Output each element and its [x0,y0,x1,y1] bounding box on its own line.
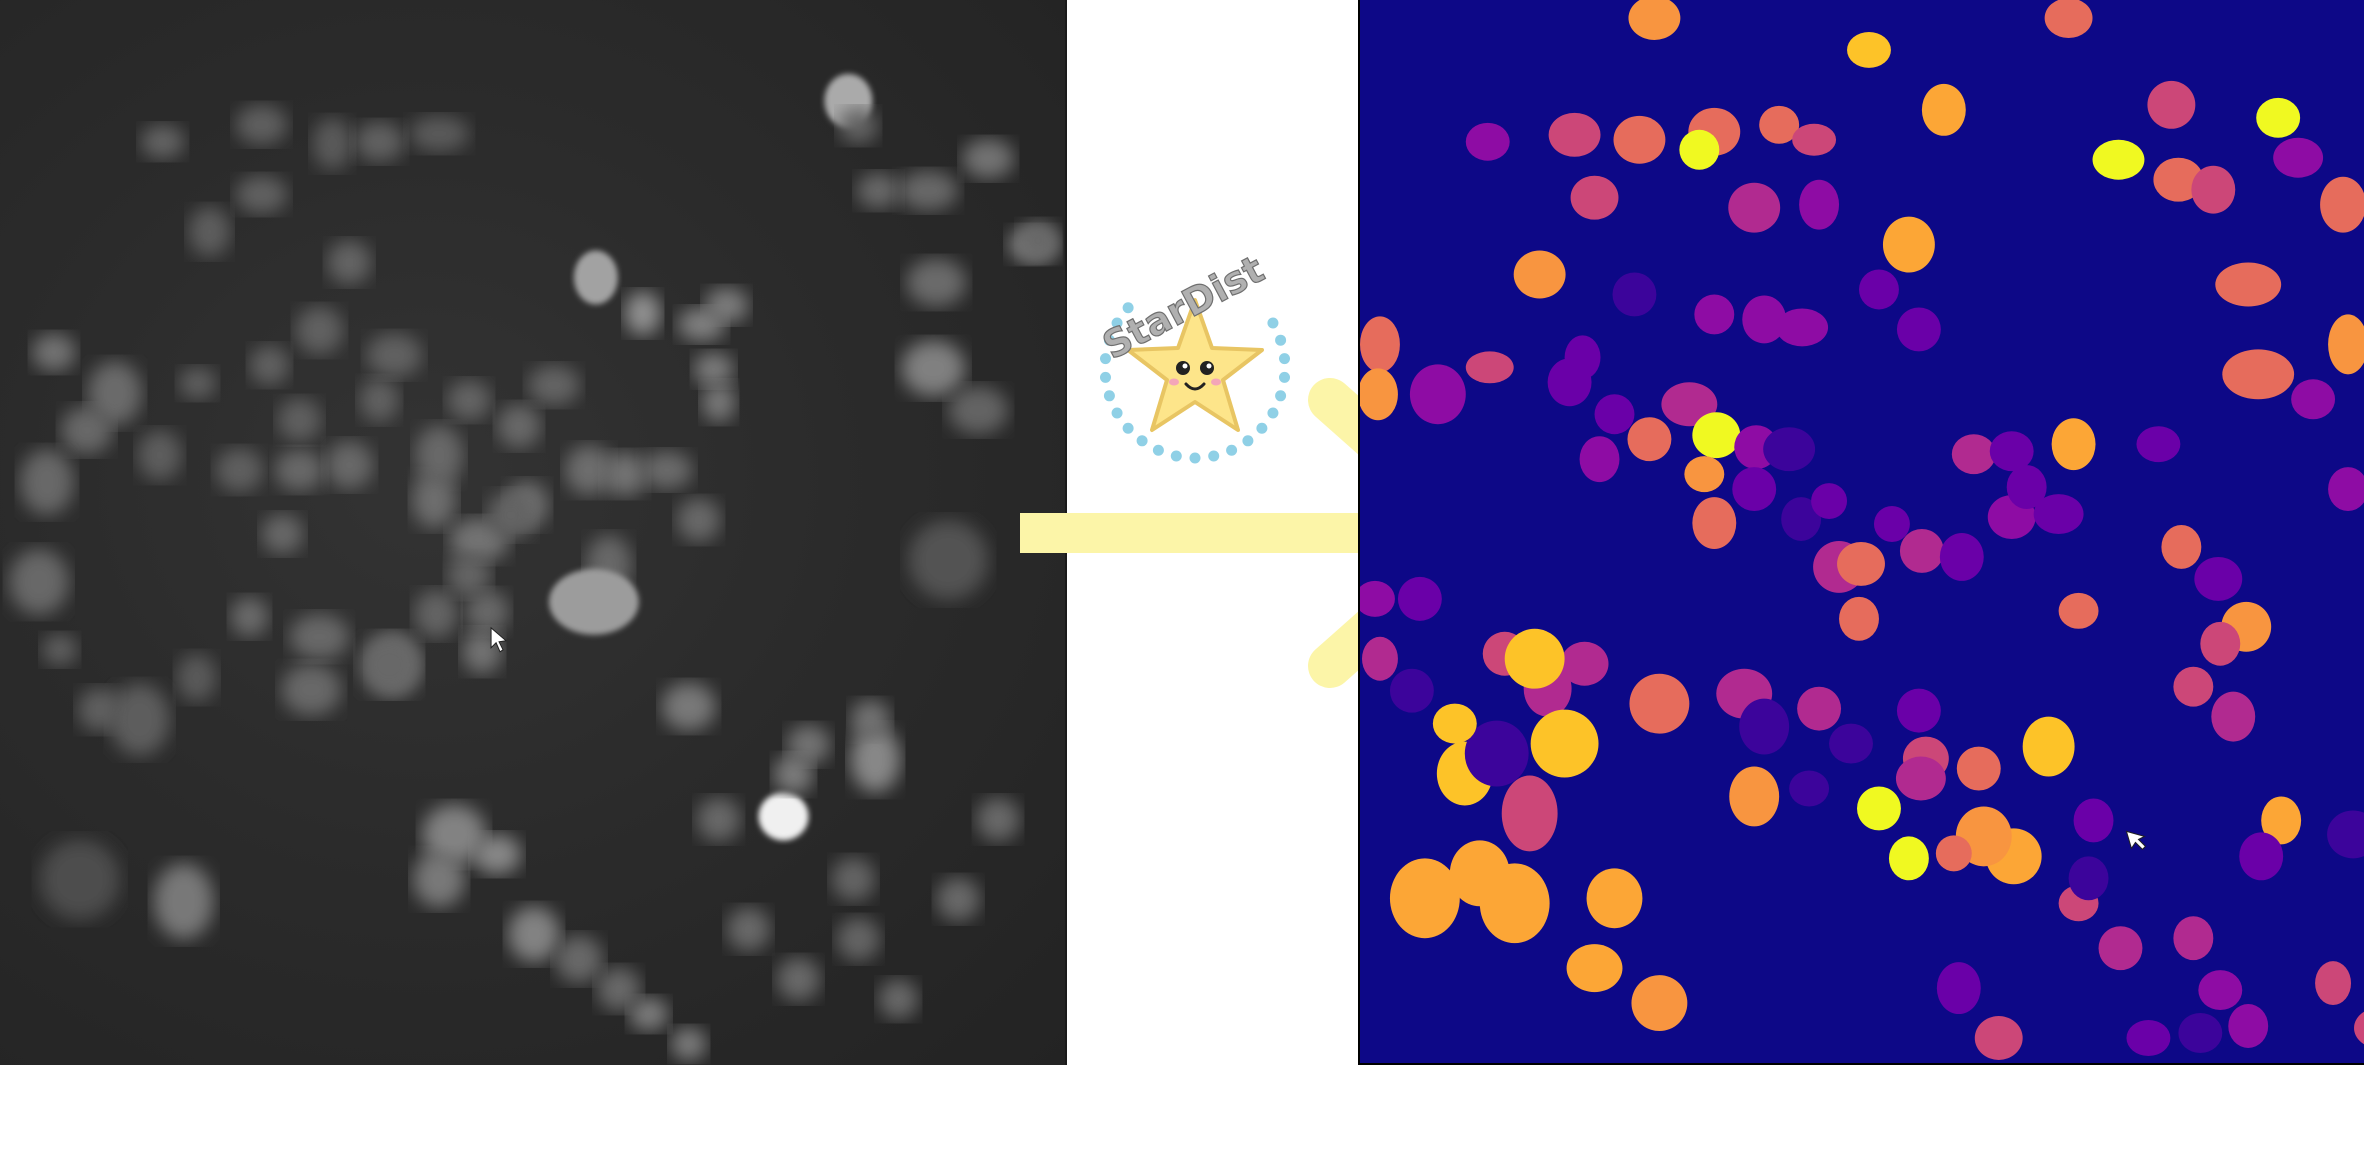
logo-dot-ring [1099,302,1291,464]
mouse-pointer-icon [2125,830,2147,851]
mouse-pointer-icon [490,626,508,653]
nuclei-grayscale-canvas [8,73,1059,1062]
stardist-logo: StarDist [1095,250,1291,464]
labels-group [1360,0,2364,1060]
input-microscopy-image [0,0,1067,1065]
nuclei-group [8,73,1059,1062]
nuclei-labels-canvas [1360,0,2364,1060]
starfish-mascot-icon [1126,298,1264,432]
segmentation-label-image [1358,0,2364,1065]
